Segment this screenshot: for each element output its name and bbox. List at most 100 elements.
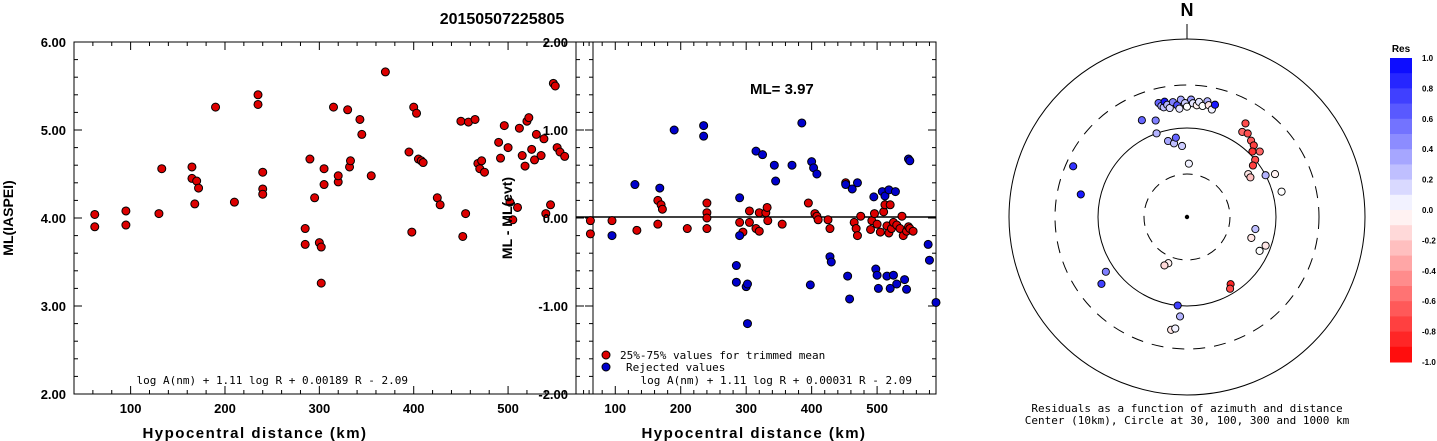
data-point [908, 226, 918, 236]
data-point [872, 219, 882, 229]
data-point [90, 209, 100, 219]
residual-point [1241, 119, 1250, 128]
data-point [771, 176, 781, 186]
residual-point [1210, 100, 1220, 109]
data-point [897, 211, 907, 221]
colorbar-cell [1390, 316, 1412, 333]
colorbar-tick-label: 1.0 [1422, 54, 1434, 63]
data-point [813, 215, 823, 225]
panel-residual-vs-distance: 100 200 300 400 500 -2.00 -1.00 0.00 1.00 2.00 ML… [499, 35, 941, 441]
residual-point [1175, 104, 1184, 113]
colorbar-cell [1390, 179, 1412, 196]
data-point [404, 147, 414, 157]
panel-ml-vs-distance: 100 200 300 400 500 2.00 3.00 4.00 5.00 6.00 ML(I… [0, 35, 594, 441]
formula-label: log A(nm) + 1.11 log R + 0.00031 R - 2.0… [640, 374, 912, 387]
data-point [657, 204, 667, 214]
colorbar-tick-label: 0.2 [1422, 176, 1434, 185]
data-point [699, 121, 709, 131]
data-point [845, 294, 855, 304]
data-point [505, 197, 515, 207]
data-point [653, 219, 663, 229]
y-tick-label: 3.00 [41, 299, 66, 314]
data-point [812, 169, 822, 179]
data-point [157, 164, 167, 174]
data-point [744, 206, 754, 216]
colorbar-title: Res [1392, 44, 1411, 55]
residual-point [1277, 187, 1286, 196]
data-point [632, 225, 642, 235]
data-point [121, 220, 131, 230]
x-tick-label: 100 [604, 401, 626, 416]
colorbar-tick-label: -0.6 [1422, 297, 1436, 306]
data-point [546, 200, 556, 210]
colorbar-cell [1390, 73, 1412, 89]
data-point [550, 81, 560, 91]
data-point [787, 160, 797, 170]
data-point [735, 231, 745, 241]
data-point [902, 284, 912, 294]
residual-point [1251, 225, 1260, 234]
data-point [524, 113, 534, 123]
colorbar-cell [1390, 240, 1412, 257]
residual-point [1069, 162, 1078, 171]
legend-marker-trimmed [601, 350, 611, 360]
y-tick-label: 6.00 [41, 35, 66, 50]
colorbar-cell [1390, 194, 1412, 211]
center-marker [1184, 214, 1190, 220]
colorbar-cell [1390, 270, 1412, 287]
data-point [357, 129, 367, 139]
x-tick-label: 200 [670, 401, 692, 416]
data-point [412, 108, 422, 118]
data-point [585, 229, 595, 239]
data-point [316, 242, 326, 252]
data-point [702, 213, 712, 223]
data-point [923, 239, 933, 249]
data-point [503, 143, 513, 153]
panel-polar-residual-map: N Residuals as a function of azimuth and… [1008, 0, 1366, 427]
data-points [90, 67, 570, 288]
data-point [229, 197, 239, 207]
data-point [154, 209, 164, 219]
data-point [494, 137, 504, 147]
colorbar-tick-label: 0.6 [1422, 115, 1434, 124]
data-point [258, 189, 268, 199]
data-point [630, 180, 640, 190]
x-tick-label: 400 [403, 401, 425, 416]
data-point [758, 150, 768, 160]
residual-point [1177, 141, 1187, 151]
data-point [499, 121, 509, 131]
colorbar-tick-label: 0.0 [1422, 206, 1434, 215]
data-point [847, 184, 857, 194]
data-point [541, 209, 551, 219]
residual-point [1270, 170, 1280, 179]
north-label: N [1181, 0, 1194, 20]
residual-point [1171, 324, 1180, 333]
legend-marker-rejected [601, 362, 611, 372]
residual-point [1137, 116, 1146, 125]
data-point [319, 180, 329, 190]
data-point [826, 257, 836, 267]
data-point [852, 178, 862, 188]
data-point [731, 277, 741, 287]
caption-line2: Center (10km), Circle at 30, 100, 300 an… [1025, 414, 1350, 427]
x-tick-label: 100 [120, 401, 142, 416]
data-point [763, 216, 773, 226]
data-point [458, 231, 468, 241]
colorbar-cell [1390, 255, 1412, 272]
y-tick-label: 2.00 [543, 35, 568, 50]
data-point [508, 215, 518, 225]
data-point [888, 270, 898, 280]
colorbar-tick-label: 0.4 [1422, 145, 1434, 154]
data-point [607, 231, 617, 241]
colorbar-tick-label: -0.2 [1422, 236, 1436, 245]
data-point [731, 261, 741, 271]
data-point [856, 211, 866, 221]
data-point [900, 275, 910, 285]
data-point [536, 151, 546, 161]
data-point [655, 183, 665, 193]
data-point [343, 105, 353, 115]
data-point [258, 167, 268, 177]
data-point [380, 67, 390, 77]
y-tick-label: 0.00 [543, 211, 568, 226]
data-point [869, 209, 879, 219]
